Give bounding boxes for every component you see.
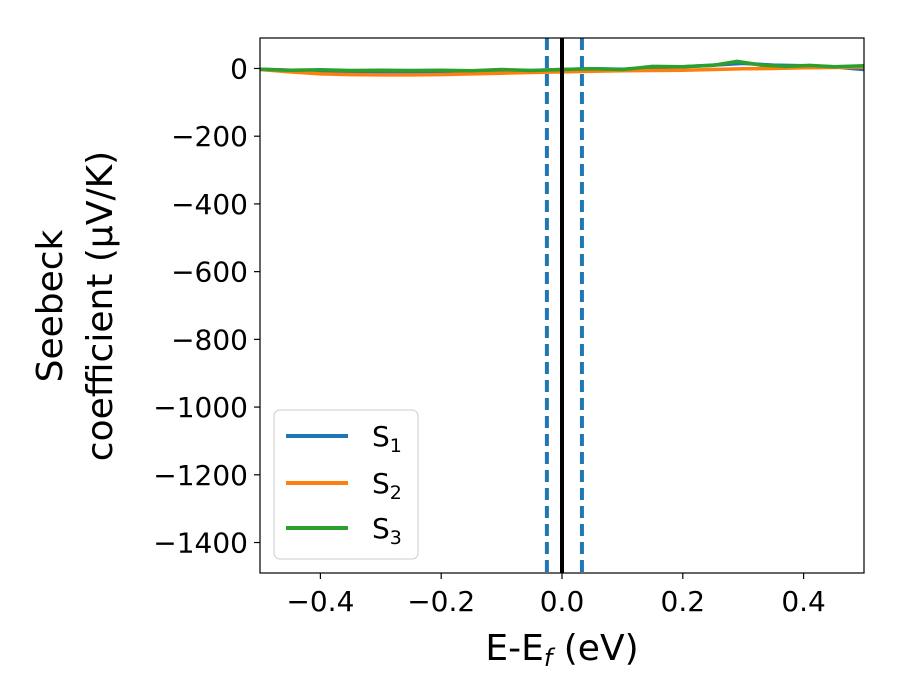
y-tick-label: 0 [230, 52, 248, 85]
x-axis-label: E-Ef (eV) [485, 628, 638, 672]
x-tick-label: 0.4 [781, 585, 826, 618]
legend-label-s2: S2 [372, 467, 402, 504]
legend-label-s3: S3 [372, 512, 402, 549]
y-tick-label: −200 [171, 120, 248, 153]
y-tick-label: −400 [171, 188, 248, 221]
y-tick-label: −600 [171, 256, 248, 289]
y-tick-label: −1200 [153, 459, 248, 492]
x-tick-label: −0.4 [286, 585, 354, 618]
x-axis-ticks: −0.4 −0.2 0.0 0.2 0.4 [286, 573, 826, 618]
y-tick-label: −1400 [153, 527, 248, 560]
series-line-s3 [260, 59, 864, 73]
y-axis-ticks: 0 −200 −400 −600 −800 −1000 −1200 −1400 [153, 52, 260, 560]
x-tick-label: −0.2 [407, 585, 475, 618]
x-axis-label-unit: (eV) [552, 628, 638, 669]
x-tick-label: 0.2 [661, 585, 706, 618]
legend: S1 S2 S3 [273, 409, 419, 560]
x-tick-label: 0.0 [540, 585, 585, 618]
y-tick-label: −1000 [153, 391, 248, 424]
y-axis-label-line2: coefficient (μV/K) [80, 151, 121, 461]
x-axis-label-main: E-E [485, 628, 543, 669]
y-axis-label-line1: Seebeck [30, 229, 71, 382]
y-tick-label: −800 [171, 323, 248, 356]
legend-label-s1: S1 [372, 420, 402, 457]
vertical-lines [544, 38, 584, 573]
